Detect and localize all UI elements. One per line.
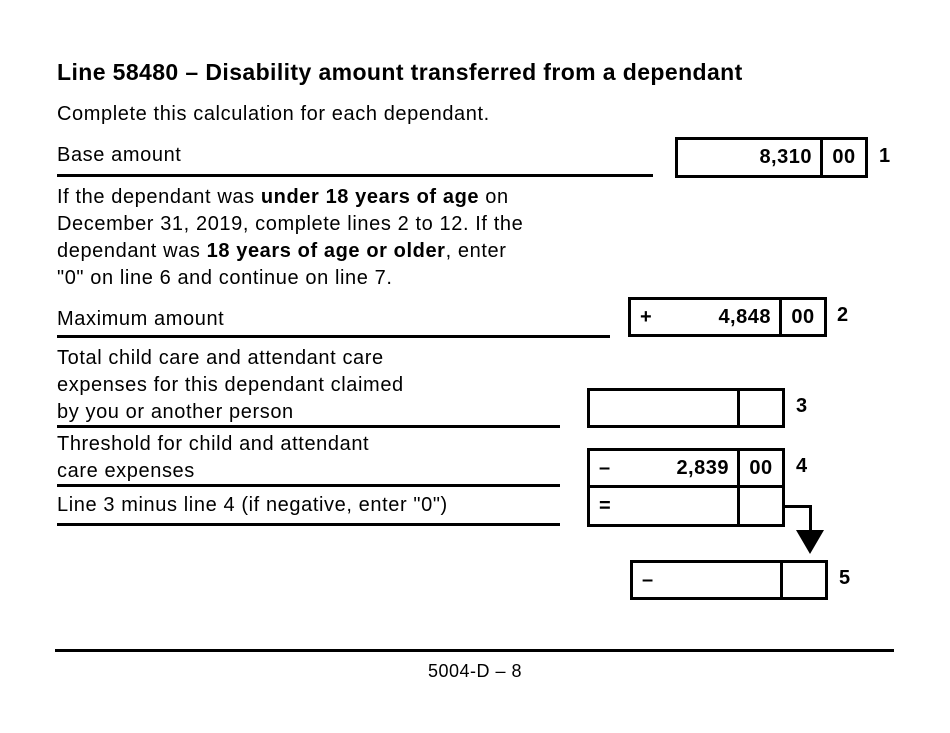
- note-line-2: December 31, 2019, complete lines 2 to 1…: [57, 213, 524, 235]
- operator-sign-line-1: [678, 140, 709, 175]
- line-number-5: 5: [839, 567, 851, 589]
- equals-sign: =: [599, 494, 612, 517]
- cents-cell-line-5[interactable]: [780, 563, 825, 597]
- amount-box-line-1: 8,310 00: [675, 137, 868, 178]
- dollars-cell-line-2: 4,848: [718, 305, 771, 328]
- label-underline-line4: [57, 484, 560, 487]
- intro-text: Complete this calculation for each depen…: [57, 103, 490, 125]
- footer-rule: [55, 649, 894, 652]
- row-label-maximum-amount: Maximum amount: [57, 308, 225, 330]
- amount-box-result: =: [587, 485, 785, 527]
- plus-sign: +: [640, 305, 653, 328]
- label-underline-result: [57, 523, 560, 526]
- label-underline-line3: [57, 425, 560, 428]
- note-line-1: If the dependant was under 18 years of a…: [57, 186, 509, 208]
- note-line-4: "0" on line 6 and continue on line 7.: [57, 267, 393, 289]
- amount-box-line-4: – 2,839 00: [587, 448, 785, 488]
- page-number: 5004-D – 8: [427, 661, 523, 681]
- dollars-cell-line-4: 2,839: [676, 456, 729, 479]
- dollars-cell-line-5[interactable]: [664, 563, 780, 597]
- line-number-4: 4: [796, 455, 808, 477]
- amount-box-line-2: + 4,848 00: [628, 297, 827, 337]
- row-label-threshold: Threshold for child and attendant care e…: [57, 433, 370, 482]
- label-underline-line2: [57, 335, 610, 338]
- line-number-3: 3: [796, 395, 808, 417]
- amount-box-line-5: –: [630, 560, 828, 600]
- amount-box-line-3: [587, 388, 785, 428]
- dollars-cell-line-3[interactable]: [621, 391, 737, 425]
- line-number-1: 1: [879, 145, 891, 167]
- row-label-child-care-expenses: Total child care and attendant care expe…: [57, 347, 404, 423]
- operator-sign-line-3: [590, 391, 621, 425]
- note-text: If the dependant was under 18 years of a…: [57, 184, 523, 292]
- cents-cell-line-2: 00: [779, 300, 824, 334]
- minus-sign-line-4: –: [599, 456, 611, 479]
- line-number-2: 2: [837, 304, 849, 326]
- row-label-base-amount: Base amount: [57, 144, 182, 166]
- label-underline-line1: [57, 174, 653, 177]
- cents-cell-result[interactable]: [737, 488, 782, 524]
- arrowhead-icon: [796, 530, 824, 554]
- cents-cell-line-1: 00: [820, 140, 865, 175]
- cents-cell-line-4: 00: [737, 451, 782, 485]
- cents-cell-line-3[interactable]: [737, 391, 782, 425]
- carry-arrow-vertical: [809, 505, 812, 533]
- note-line-3: dependant was 18 years of age or older, …: [57, 240, 507, 262]
- dollars-cell-line-1: 8,310: [759, 146, 812, 168]
- page-title: Line 58480 – Disability amount transferr…: [57, 59, 743, 85]
- dollars-cell-result[interactable]: [621, 488, 737, 524]
- row-label-line3-minus-line4: Line 3 minus line 4 (if negative, enter …: [57, 494, 448, 516]
- minus-sign-line-5: –: [642, 568, 654, 591]
- carry-arrow-horizontal: [785, 505, 812, 508]
